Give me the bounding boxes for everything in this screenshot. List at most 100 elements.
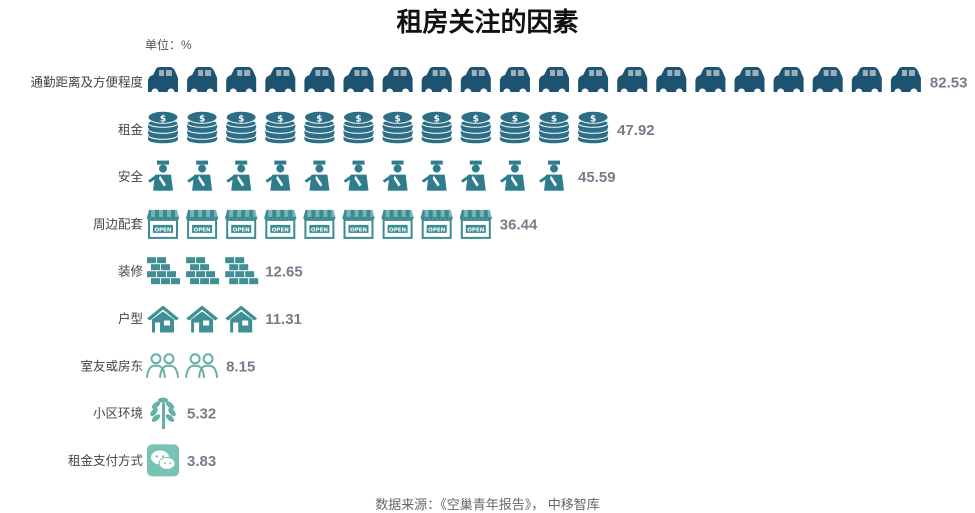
car-icon	[773, 67, 804, 96]
chart-row: 租金支付方式 3.83	[68, 444, 216, 477]
value-label: 47.92	[617, 122, 655, 139]
svg-text:OPEN: OPEN	[233, 227, 250, 233]
svg-text:$: $	[590, 114, 596, 124]
svg-text:$: $	[473, 114, 479, 124]
value-label: 82.53	[930, 75, 968, 92]
value-bar: OPEN OPEN OPEN OPEN OPEN OPEN OPEN OPEN OPEN	[147, 209, 492, 239]
shop-icon: OPEN	[186, 209, 219, 239]
value-bar	[146, 353, 219, 378]
car-icon	[382, 67, 413, 96]
value-bar	[147, 305, 258, 333]
value-bar	[147, 444, 179, 477]
unit-label: 单位：%	[145, 38, 192, 52]
guard-icon	[343, 160, 369, 191]
category-label: 周边配套	[93, 216, 144, 231]
chart-row: 室友或房东 8.15	[80, 353, 255, 378]
car-icon	[304, 67, 335, 96]
car-icon	[578, 67, 609, 96]
svg-text:OPEN: OPEN	[194, 227, 211, 233]
guard-icon	[226, 160, 252, 191]
car-icon	[890, 67, 921, 96]
svg-text:$: $	[394, 114, 400, 124]
chart-row: 户型 11.31	[118, 305, 302, 333]
category-label: 通勤距离及方便程度	[30, 75, 143, 90]
value-label: 8.15	[226, 358, 255, 375]
value-bar: $ $ $ $ $ $ $ $ $ $ $ $	[147, 110, 609, 144]
car-icon	[187, 67, 218, 96]
bricks-icon	[186, 257, 220, 285]
guard-icon	[499, 160, 525, 191]
guard-icon	[265, 160, 291, 191]
car-icon	[499, 67, 530, 96]
svg-text:$: $	[512, 114, 518, 124]
guard-icon	[421, 160, 447, 191]
value-label: 45.59	[578, 169, 616, 186]
shop-icon: OPEN	[147, 209, 179, 239]
source-note: 数据来源：《空巢青年报告》， 中移智库	[375, 497, 600, 512]
svg-text:$: $	[316, 114, 322, 124]
category-label: 租金支付方式	[68, 453, 144, 468]
svg-text:$: $	[355, 114, 361, 124]
chart-title: 租房关注的因素	[396, 8, 579, 38]
value-bar	[148, 67, 921, 96]
coins-icon: $	[538, 110, 570, 144]
value-label: 11.31	[265, 311, 302, 328]
value-label: 5.32	[187, 406, 216, 423]
svg-text:OPEN: OPEN	[311, 227, 328, 233]
shop-icon: OPEN	[459, 209, 492, 239]
coins-icon: $	[264, 110, 296, 144]
category-label: 租金	[118, 122, 144, 137]
car-icon	[695, 67, 726, 96]
car-icon	[148, 67, 178, 96]
shop-icon: OPEN	[420, 209, 453, 239]
car-icon	[460, 67, 491, 96]
coins-icon: $	[421, 110, 453, 144]
coins-icon: $	[225, 110, 257, 144]
chart-row: 装修 12.65	[118, 257, 303, 285]
wechat-icon	[147, 444, 179, 477]
car-icon	[812, 67, 843, 96]
bricks-icon	[147, 257, 180, 285]
coins-icon: $	[343, 110, 374, 144]
people-icon	[185, 353, 219, 378]
svg-text:$: $	[434, 114, 440, 124]
chart-row: 通勤距离及方便程度 82.53	[30, 67, 967, 96]
coins-icon: $	[577, 110, 609, 144]
coins-icon: $	[382, 110, 414, 144]
svg-text:OPEN: OPEN	[389, 227, 406, 233]
car-icon	[617, 67, 648, 96]
chart-row: 周边配套 OPEN OPEN OPEN OPEN OPEN OPEN OPEN OPEN OPEN…	[93, 209, 538, 239]
svg-text:$: $	[160, 114, 166, 124]
value-label: 36.44	[500, 216, 538, 233]
shop-icon: OPEN	[303, 209, 336, 239]
guard-icon	[382, 160, 408, 191]
svg-text:$: $	[551, 114, 557, 124]
guard-icon	[304, 160, 330, 191]
guard-icon	[539, 160, 564, 191]
category-label: 小区环境	[93, 406, 143, 421]
guard-icon	[148, 160, 173, 191]
svg-text:OPEN: OPEN	[467, 227, 484, 233]
house-icon	[225, 305, 258, 333]
car-icon	[734, 67, 765, 96]
people-icon	[146, 353, 179, 378]
shop-icon: OPEN	[264, 209, 297, 239]
car-icon	[539, 67, 569, 96]
car-icon	[656, 67, 687, 96]
house-icon	[147, 305, 179, 333]
coins-icon: $	[460, 110, 492, 144]
chart-row: 租金 $ $ $ $ $ $ $ $ $ $ $ $47.92	[118, 110, 655, 144]
tree-icon	[150, 397, 176, 430]
house-icon	[186, 305, 219, 333]
chart-row: 安全 45.59	[118, 160, 616, 191]
guard-icon	[187, 160, 213, 191]
value-bar	[147, 257, 259, 285]
category-label: 装修	[118, 264, 144, 279]
value-bar	[148, 160, 564, 191]
car-icon	[265, 67, 296, 96]
svg-text:OPEN: OPEN	[272, 227, 289, 233]
svg-text:$: $	[277, 114, 283, 124]
car-icon	[421, 67, 452, 96]
coins-icon: $	[499, 110, 531, 144]
